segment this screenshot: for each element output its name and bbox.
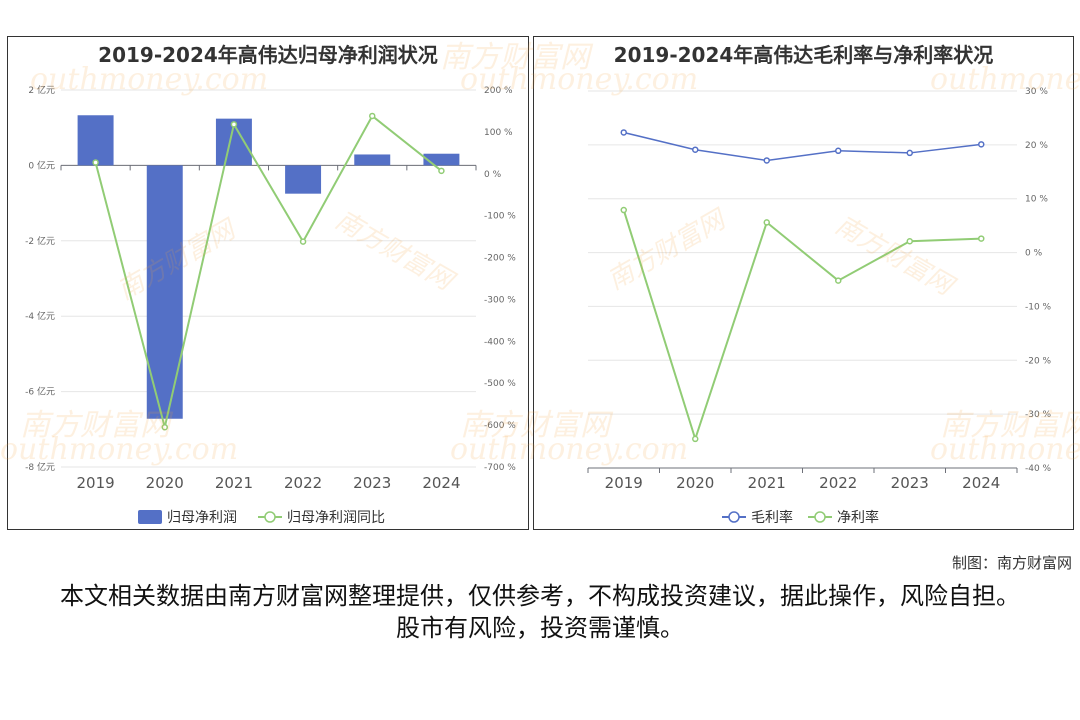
y-tick-label: -10 % <box>1025 302 1052 312</box>
y-tick-label: -20 % <box>1025 356 1052 366</box>
legend-label: 毛利率 <box>751 509 793 526</box>
data-point <box>620 206 627 214</box>
legend-label: 归母净利润同比 <box>287 509 385 526</box>
legend-line-marker <box>814 511 826 523</box>
x-tick-label: 2024 <box>422 474 460 492</box>
data-point <box>835 147 842 155</box>
left-chart: 2 亿元 0 亿元 -2 亿元 -4 亿元 -6 亿元 -8 亿元 200 % 100 % 0 … <box>25 84 516 526</box>
x-tick-label: 2022 <box>819 474 857 492</box>
y2-tick-label: 200 % <box>484 86 513 96</box>
data-point <box>369 112 376 120</box>
data-point <box>835 277 842 284</box>
data-point <box>906 238 913 245</box>
left-chart-panel: 2019-2024年高伟达归母净利润状况 2 亿元 0 亿元 -2 亿元 -4 亿元 -… <box>7 36 529 530</box>
bar <box>285 165 322 194</box>
data-point <box>230 121 238 128</box>
right-chart-title: 2019-2024年高伟达毛利率与净利率状况 <box>613 43 994 67</box>
y2-tick-label: -200 % <box>484 254 516 264</box>
y2-tick-label: -700 % <box>484 463 516 473</box>
x-tick-label: 2019 <box>605 474 643 492</box>
bar <box>423 153 460 166</box>
legend-label: 归母净利润 <box>167 509 237 526</box>
y2-tick-label: -600 % <box>484 421 516 431</box>
legend-label: 净利率 <box>837 509 879 526</box>
y-tick-label: -30 % <box>1025 410 1052 420</box>
y-tick-label: 0 % <box>1025 249 1043 259</box>
data-point <box>763 157 770 164</box>
legend-bar-swatch <box>138 510 162 524</box>
right-chart: 30 % 20 % 10 % 0 % -10 % -20 % -30 % -40 % 2019 2… <box>587 87 1052 526</box>
x-tick-label: 2023 <box>891 474 929 492</box>
data-point <box>763 219 770 226</box>
x-tick-label: 2021 <box>748 474 786 492</box>
y-tick-label: -4 亿元 <box>25 310 55 322</box>
bar <box>354 154 391 166</box>
x-tick-label: 2021 <box>215 474 253 492</box>
y2-tick-label: 100 % <box>484 128 513 138</box>
bar <box>77 115 114 166</box>
legend-line-marker <box>728 511 740 523</box>
data-point <box>299 238 307 245</box>
x-tick-label: 2019 <box>76 474 114 492</box>
data-point <box>692 146 699 153</box>
series-line-yoy <box>94 114 443 428</box>
y-tick-label: 2 亿元 <box>28 84 55 96</box>
chart-credit: 制图：南方财富网 <box>951 554 1072 572</box>
y2-tick-label: 0 % <box>484 170 502 180</box>
y2-tick-label: -500 % <box>484 379 516 389</box>
y-tick-label: -2 亿元 <box>25 235 55 247</box>
y2-tick-label: -300 % <box>484 295 516 305</box>
disclaimer-text: 本文相关数据由南方财富网整理提供，仅供参考，不构成投资建议，据此操作，风险自担。… <box>60 582 1020 642</box>
series-line-gross-margin <box>623 131 982 162</box>
data-point <box>692 435 699 443</box>
data-point <box>978 141 985 148</box>
y-tick-label: 20 % <box>1025 141 1048 151</box>
data-point <box>620 129 627 136</box>
y2-tick-label: -400 % <box>484 337 516 347</box>
right-chart-panel: 2019-2024年高伟达毛利率与净利率状况 30 % 20 % 10 % 0 % -1… <box>533 36 1074 530</box>
series-line-net-margin <box>622 209 982 443</box>
y-tick-label: 0 亿元 <box>28 159 55 171</box>
left-chart-title: 2019-2024年高伟达归母净利润状况 <box>98 43 438 67</box>
data-point <box>161 423 168 431</box>
x-tick-label: 2020 <box>146 474 184 492</box>
y-tick-label: -8 亿元 <box>25 461 55 473</box>
data-point <box>92 159 99 166</box>
legend-line-marker <box>264 511 276 523</box>
data-point <box>438 167 445 175</box>
y-tick-label: -40 % <box>1025 464 1052 474</box>
y-tick-label: 10 % <box>1025 195 1048 205</box>
data-point <box>978 235 985 242</box>
y-tick-label: 30 % <box>1025 87 1048 97</box>
x-tick-label: 2022 <box>284 474 322 492</box>
x-tick-label: 2023 <box>353 474 391 492</box>
data-point <box>906 149 913 157</box>
y2-tick-label: -100 % <box>484 212 516 222</box>
x-tick-label: 2020 <box>676 474 714 492</box>
x-tick-label: 2024 <box>962 474 1000 492</box>
y-tick-label: -6 亿元 <box>25 386 55 398</box>
